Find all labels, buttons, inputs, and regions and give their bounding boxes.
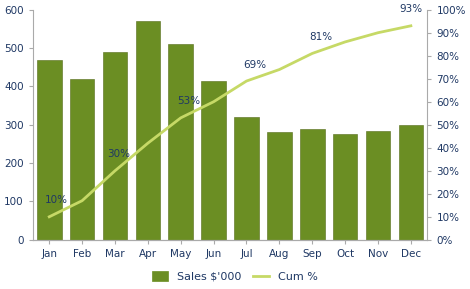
Bar xyxy=(267,132,292,240)
Bar xyxy=(234,117,259,240)
Text: 30%: 30% xyxy=(107,149,130,159)
Bar xyxy=(366,131,390,240)
Text: 10%: 10% xyxy=(44,195,67,205)
Legend: Sales $'000, Cum %: Sales $'000, Cum % xyxy=(147,267,323,286)
Text: 53%: 53% xyxy=(178,96,201,106)
Bar xyxy=(135,21,160,240)
Bar xyxy=(70,79,94,240)
Bar xyxy=(399,125,423,240)
Bar xyxy=(102,52,127,240)
Text: 93%: 93% xyxy=(400,4,423,14)
Text: 69%: 69% xyxy=(243,60,266,70)
Bar xyxy=(168,44,193,240)
Bar xyxy=(333,134,358,240)
Bar xyxy=(201,81,226,240)
Text: 81%: 81% xyxy=(309,32,332,42)
Bar xyxy=(37,60,62,240)
Bar xyxy=(300,129,325,240)
